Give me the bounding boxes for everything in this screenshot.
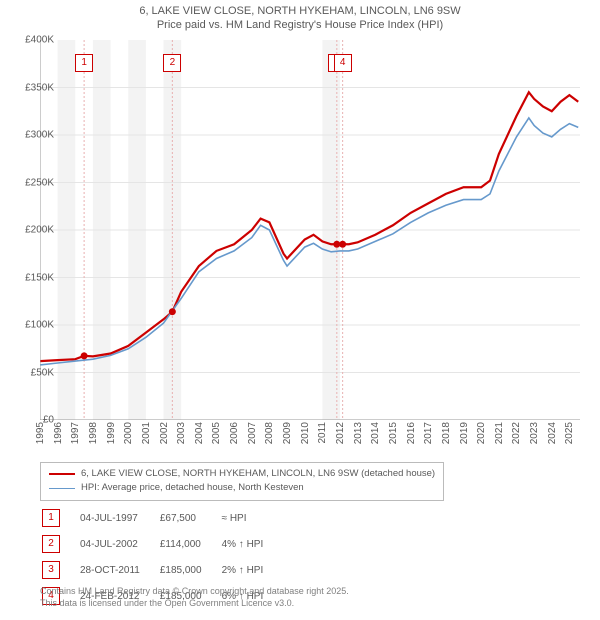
sale-marker-icon: 2 [42, 535, 60, 553]
x-tick-label: 2018 [441, 422, 452, 444]
x-tick-label: 2013 [353, 422, 364, 444]
y-tick-label: £350K [25, 82, 54, 93]
sale-note: 2% ↑ HPI [222, 558, 282, 582]
chart-svg [40, 40, 580, 420]
x-tick-label: 1999 [106, 422, 117, 444]
x-tick-label: 2020 [476, 422, 487, 444]
title-line1: 6, LAKE VIEW CLOSE, NORTH HYKEHAM, LINCO… [0, 4, 600, 18]
x-tick-label: 2001 [141, 422, 152, 444]
legend-item: HPI: Average price, detached house, Nort… [49, 481, 435, 495]
x-tick-label: 2014 [370, 422, 381, 444]
sale-note: ≈ HPI [222, 506, 282, 530]
x-tick-label: 1998 [88, 422, 99, 444]
x-tick-label: 1996 [53, 422, 64, 444]
x-tick-label: 2023 [529, 422, 540, 444]
x-tick-label: 2025 [564, 422, 575, 444]
chart-plot-area [40, 40, 580, 420]
legend-label: 6, LAKE VIEW CLOSE, NORTH HYKEHAM, LINCO… [81, 467, 435, 481]
sale-date: 04-JUL-1997 [80, 506, 158, 530]
x-tick-label: 2017 [423, 422, 434, 444]
x-tick-label: 2019 [459, 422, 470, 444]
x-tick-label: 2010 [300, 422, 311, 444]
sale-date: 28-OCT-2011 [80, 558, 158, 582]
chart-title: 6, LAKE VIEW CLOSE, NORTH HYKEHAM, LINCO… [0, 0, 600, 33]
table-row: 2 04-JUL-2002 £114,000 4% ↑ HPI [42, 532, 281, 556]
footer-line2: This data is licensed under the Open Gov… [40, 598, 349, 610]
legend-label: HPI: Average price, detached house, Nort… [81, 481, 304, 495]
x-tick-label: 2021 [494, 422, 505, 444]
x-tick-label: 1995 [35, 422, 46, 444]
x-tick-label: 2015 [388, 422, 399, 444]
sale-date: 04-JUL-2002 [80, 532, 158, 556]
y-tick-label: £50K [31, 367, 54, 378]
chart-sale-marker: 2 [163, 54, 181, 72]
chart-sale-marker: 4 [334, 54, 352, 72]
chart-sale-marker: 1 [75, 54, 93, 72]
sale-marker-icon: 1 [42, 509, 60, 527]
sale-price: £114,000 [160, 532, 220, 556]
legend: 6, LAKE VIEW CLOSE, NORTH HYKEHAM, LINCO… [40, 462, 444, 501]
x-tick-label: 2003 [176, 422, 187, 444]
sale-price: £67,500 [160, 506, 220, 530]
x-tick-label: 2024 [547, 422, 558, 444]
x-tick-label: 2004 [194, 422, 205, 444]
sale-price: £185,000 [160, 558, 220, 582]
x-tick-label: 2009 [282, 422, 293, 444]
x-tick-label: 2002 [159, 422, 170, 444]
sale-marker-icon: 3 [42, 561, 60, 579]
y-tick-label: £300K [25, 130, 54, 141]
title-line2: Price paid vs. HM Land Registry's House … [0, 18, 600, 32]
x-tick-label: 2005 [211, 422, 222, 444]
x-tick-label: 2007 [247, 422, 258, 444]
x-tick-label: 2011 [317, 422, 328, 444]
x-tick-label: 1997 [70, 422, 81, 444]
footer-line1: Contains HM Land Registry data © Crown c… [40, 586, 349, 598]
y-tick-label: £400K [25, 35, 54, 46]
x-tick-label: 2000 [123, 422, 134, 444]
y-tick-label: £250K [25, 177, 54, 188]
y-tick-label: £150K [25, 272, 54, 283]
x-tick-label: 2022 [511, 422, 522, 444]
x-tick-label: 2016 [406, 422, 417, 444]
y-tick-label: £200K [25, 225, 54, 236]
chart-container: 6, LAKE VIEW CLOSE, NORTH HYKEHAM, LINCO… [0, 0, 600, 620]
legend-item: 6, LAKE VIEW CLOSE, NORTH HYKEHAM, LINCO… [49, 467, 435, 481]
sale-note: 4% ↑ HPI [222, 532, 282, 556]
x-tick-label: 2006 [229, 422, 240, 444]
x-tick-label: 2012 [335, 422, 346, 444]
x-tick-label: 2008 [264, 422, 275, 444]
footer: Contains HM Land Registry data © Crown c… [40, 586, 349, 609]
table-row: 1 04-JUL-1997 £67,500 ≈ HPI [42, 506, 281, 530]
table-row: 3 28-OCT-2011 £185,000 2% ↑ HPI [42, 558, 281, 582]
y-tick-label: £100K [25, 320, 54, 331]
